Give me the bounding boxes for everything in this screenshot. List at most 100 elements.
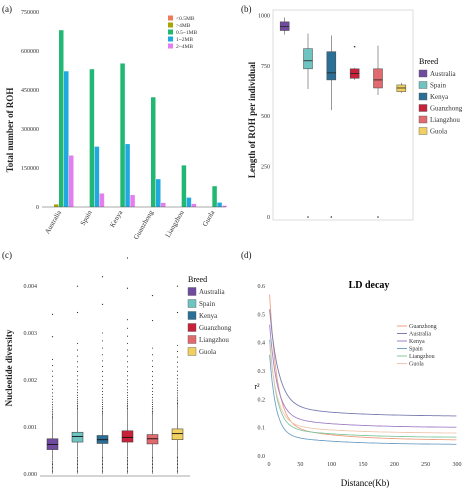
outlier-point — [101, 399, 104, 401]
outlier-point — [151, 471, 154, 473]
x-tick-label: Guanzhong — [132, 209, 155, 241]
y-tick-label: 0.4 — [258, 341, 266, 347]
outlier-point — [101, 375, 104, 377]
legend-label: Guola — [430, 128, 448, 136]
outlier-point — [51, 395, 54, 397]
outlier-point — [176, 396, 179, 398]
outlier-point — [101, 391, 104, 393]
outlier-point — [101, 371, 104, 373]
outlier-point — [176, 469, 179, 471]
outlier-point — [101, 410, 104, 413]
ld-line-kenya — [269, 324, 457, 428]
x-tick-label: Australia — [43, 208, 63, 235]
legend-label: >4MB — [176, 23, 191, 29]
outlier-point — [176, 378, 179, 380]
x-tick-label: 0 — [268, 462, 271, 468]
outlier-point — [51, 380, 54, 382]
outlier-point — [101, 468, 104, 470]
outlier-point — [51, 375, 54, 377]
legend-label: Kenya — [430, 93, 449, 101]
ld-line-australia — [269, 309, 457, 417]
outlier-point — [51, 461, 54, 463]
outlier-point — [101, 401, 104, 403]
outlier-point — [151, 403, 154, 406]
outlier-point — [76, 285, 79, 287]
outlier-point — [126, 465, 129, 467]
outlier-point — [51, 392, 54, 394]
outlier-point — [151, 396, 154, 398]
outlier-point — [101, 466, 104, 468]
outlier-point — [151, 461, 154, 463]
legend-label: Spain — [199, 300, 215, 308]
outlier-point — [126, 342, 129, 344]
outlier-point — [151, 462, 154, 464]
bar-guanzhong-2 — [151, 97, 156, 207]
outlier-point — [76, 397, 79, 399]
legend-swatch — [168, 29, 173, 35]
outlier-point — [176, 356, 179, 358]
outlier-point — [151, 371, 154, 373]
legend-label: Guanzhong — [409, 324, 437, 330]
x-tick-label: 300 — [453, 462, 462, 468]
legend-swatch — [187, 287, 197, 296]
box-kenya — [326, 51, 337, 81]
legend-swatch — [418, 81, 428, 89]
outlier-point — [51, 398, 54, 400]
legend-swatch — [418, 92, 428, 101]
legend-label: 2~4MB — [176, 44, 193, 50]
outlier-point — [76, 371, 79, 373]
y-axis-title: Nucleotide diversity — [4, 329, 14, 406]
outlier-point — [126, 399, 129, 401]
outlier-point — [51, 404, 54, 406]
outlier-point — [176, 390, 179, 392]
outlier-point — [76, 459, 79, 461]
outlier-point — [76, 457, 79, 459]
outlier-point — [101, 394, 104, 396]
outlier-point — [151, 380, 154, 382]
outlier-point — [76, 472, 79, 474]
outlier-point — [377, 216, 379, 218]
outlier-point — [176, 461, 179, 463]
outlier-point — [51, 472, 54, 474]
outlier-point — [176, 455, 179, 457]
x-axis-title: Distance(Kb) — [341, 478, 389, 488]
legend-swatch — [168, 36, 173, 42]
outlier-point — [76, 468, 79, 470]
outlier-point — [176, 465, 179, 467]
nucleotide-diversity-boxplot: (c) Nucleotide diversity 0.000 0.001 0.002… — [2, 250, 232, 478]
outlier-point — [101, 332, 104, 334]
y-tick-label: 0.000 — [24, 472, 38, 478]
outlier-point — [126, 371, 129, 373]
legend-label: Guanzhong — [430, 105, 463, 113]
y-tick-label: 250 — [261, 165, 270, 171]
outlier-point — [101, 365, 104, 368]
outlier-point — [176, 464, 179, 466]
outlier-point — [101, 465, 104, 467]
outlier-point — [151, 365, 154, 368]
outlier-point — [76, 349, 79, 351]
y-tick-label: 0 — [36, 205, 39, 211]
outlier-point — [101, 472, 104, 474]
outlier-point — [151, 466, 154, 468]
legend-label: Guola — [199, 348, 217, 356]
outlier-point — [51, 408, 54, 410]
bar-guanzhong-4 — [161, 202, 166, 207]
outlier-point — [76, 342, 79, 344]
bar-spain-2 — [89, 69, 95, 207]
legend-label: Guanzhong — [199, 324, 232, 332]
outlier-point — [176, 459, 179, 461]
outlier-point — [126, 287, 129, 289]
panel-a-roh-bar-chart: (a) Total number of ROH 0 150000 300000 450… — [0, 0, 237, 244]
outlier-point — [126, 335, 129, 337]
outlier-point — [76, 458, 79, 460]
outlier-point — [151, 459, 154, 461]
y-tick-label: 450000 — [21, 88, 39, 94]
ld-line-guanzhong — [269, 294, 457, 441]
outlier-point — [151, 464, 154, 466]
outlier-point — [126, 462, 129, 464]
x-tick-label: Guola — [201, 208, 217, 228]
roh-length-boxplot: (b) Length of ROH per individual 0 250 500… — [241, 4, 463, 221]
outlier-point — [76, 464, 79, 466]
outlier-point — [51, 414, 54, 416]
chart-title: LD decay — [349, 280, 390, 291]
